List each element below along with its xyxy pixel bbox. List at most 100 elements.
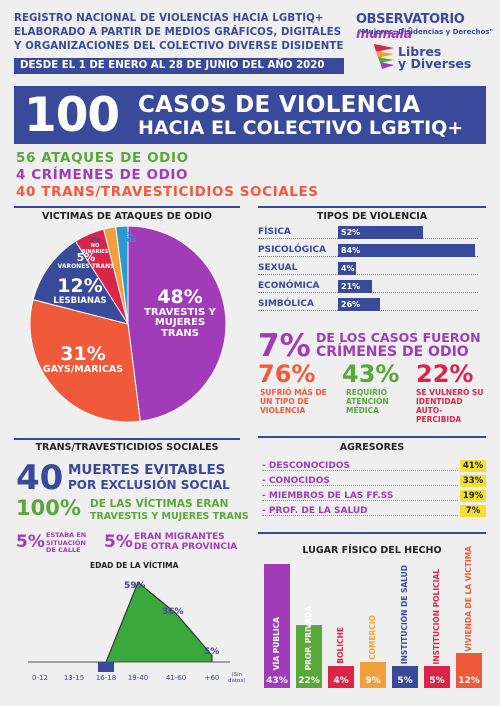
divider-victimas: [14, 206, 240, 208]
lugar-label: INSTITUCIÓN DE SALUD: [400, 564, 409, 664]
header-line-3: Y ORGANIZACIONES DEL COLECTIVO DIVERSE D…: [14, 41, 344, 52]
agresor-guide: [262, 515, 458, 516]
agresor-row: - MIEMBROS DE LAS FF.SS 19%: [258, 490, 486, 503]
edad-tick: 16-18: [95, 674, 117, 682]
lugar-bar-chart: 43% VÍA PÚBLICA 22% PROP. PRIVADA 4% BOLICHE 9…: [262, 546, 486, 688]
pie-slice-1: [29, 299, 141, 423]
date-range: DESDE EL 1 DE ENERO AL 28 DE JUNIO DEL A…: [14, 58, 344, 74]
pie-text-lesbianas: LESBIANAS: [53, 295, 107, 306]
edad-area: [105, 581, 213, 663]
trans-5a-text-3: DE CALLE: [46, 546, 81, 554]
stat-76-pct: 76%: [258, 360, 316, 388]
lugar-label: INSTITUCIÓN POLICIAL: [432, 568, 441, 664]
pie-label-lesbianas: 12% LESBIANAS: [50, 276, 110, 306]
edad-sin-datos: (Sin datos): [228, 672, 245, 684]
stat-43-text: REQUIRIÓ ATENCIÓN MÉDICA: [346, 388, 389, 415]
tipo-label: FÍSICA: [258, 227, 291, 237]
observatorio-subtitle: "Mujeres, Disidencias y Derechos": [358, 28, 494, 36]
edad-tick: +60: [204, 674, 220, 682]
tipo-row: ECONÓMICA 21%: [258, 280, 486, 294]
stat-22-text: SE VULNERÓ SU IDENTIDAD AUTO-PERCIBIDA: [416, 388, 484, 424]
trans-100-text-2: TRAVESTIS Y MUJERES TRANS: [90, 511, 249, 522]
trans-5b-pct: 5%: [104, 532, 133, 552]
edad-label-5: 5%: [204, 647, 220, 657]
agresores-title: AGRESORES: [339, 442, 405, 453]
trans-5b-text-1: ERAN MIGRANTES: [134, 532, 225, 542]
pie-pct-otres: 2%: [121, 231, 133, 239]
headline-line-1: CASOS DE VIOLENCIA: [138, 92, 421, 118]
victimas-pie-chart: [29, 225, 227, 423]
divider-trans: [14, 438, 240, 440]
headline-number: 100: [24, 88, 120, 143]
agresor-row: - DESCONOCIDOS 41%: [258, 460, 486, 473]
trans-100-pct: 100%: [16, 496, 81, 520]
agresor-label: - CONOCIDOS: [262, 476, 330, 486]
trans-5a-pct: 5%: [16, 532, 45, 552]
headline-banner: 100 CASOS DE VIOLENCIA HACIA EL COLECTIV…: [14, 86, 486, 144]
edad-tick: 19-40: [127, 674, 149, 682]
trans-40-text-2: POR EXCLUSIÓN SOCIAL: [68, 478, 230, 492]
tipo-bar: 84%: [338, 244, 475, 257]
tipo-bar: 4%: [338, 262, 356, 275]
libres-diverses-logo: Libres y Diverses: [398, 44, 472, 71]
pie-text-varones: VARONES TRANS: [57, 262, 115, 270]
edad-label-36: 36%: [162, 607, 184, 617]
tipo-guide: [258, 274, 478, 275]
stat-crimenes: 4 CRÍMENES DE ODIO: [16, 167, 189, 183]
agresor-value: 7%: [460, 505, 486, 517]
lugar-value: 12%: [456, 674, 482, 688]
pie-label-nobinaries: 2% NO BINARIES: [80, 236, 110, 255]
edad-title: EDAD DE LA VÍCTIMA: [90, 561, 179, 570]
libres-logo-icon: [372, 42, 396, 74]
edad-label-59: 59%: [124, 581, 146, 591]
trans-5b-text-2: DE OTRA PROVINCIA: [134, 542, 238, 552]
tipo-row: SIMBÓLICA 26%: [258, 298, 486, 312]
agresor-value: 33%: [460, 475, 486, 487]
lugar-label: BOLICHE: [336, 627, 345, 664]
agresor-guide: [262, 470, 458, 471]
trans-40-text-1: MUERTES EVITABLES: [68, 462, 226, 478]
agresor-row: - CONOCIDOS 33%: [258, 475, 486, 488]
stat-43-pct: 43%: [342, 360, 400, 388]
agresor-label: - DESCONOCIDOS: [262, 461, 350, 471]
pie-slice-5: [115, 225, 129, 325]
agresor-label: - MIEMBROS DE LAS FF.SS: [262, 491, 394, 501]
pie-text-nobinaries: NO BINARIES: [81, 243, 109, 255]
lugar-label: VÍA PÚBLICA: [272, 616, 281, 670]
agresor-guide: [262, 485, 458, 486]
edad-sin-1: (Sin: [231, 672, 243, 678]
agresor-value: 41%: [460, 460, 486, 472]
pie-slices: [29, 225, 227, 423]
divider-agresores: [258, 436, 486, 438]
stat-ataques: 56 ATAQUES DE ODIO: [16, 150, 189, 166]
lugar-label: COMERCIO: [368, 615, 377, 661]
pie-text-otres: OTRES: [117, 238, 137, 245]
libres-word: Libres: [398, 44, 442, 59]
header-line-1: REGISTRO NACIONAL DE VIOLENCIAS HACIA LG…: [14, 13, 324, 24]
lugar-value: 22%: [296, 674, 322, 688]
trans-title: TRANS/TRAVESTICIDIOS SOCIALES: [35, 442, 219, 453]
tipo-label: SIMBÓLICA: [258, 299, 314, 309]
agresor-label: - PROF. DE LA SALUD: [262, 506, 368, 516]
header-line-2: ELABORADO A PARTIR DE MEDIOS GRÁFICOS, D…: [14, 27, 342, 38]
trans-5a-text-1: ESTABA EN: [46, 531, 87, 539]
edad-tick: 41-60: [165, 674, 187, 682]
divider-tipos: [258, 206, 486, 208]
crimenes-text-2: CRÍMENES DE ODIO: [316, 344, 469, 360]
lugar-bar: [264, 564, 290, 688]
stat-travesticidios: 40 TRANS/TRAVESTICIDIOS SOCIALES: [16, 184, 319, 200]
pie-label-gays: 31% GAYS/MARICAS: [42, 344, 124, 375]
trans-100-text-1: DE LAS VÍCTIMAS ERAN: [90, 498, 229, 510]
lugar-value: 5%: [392, 674, 418, 688]
pie-text-travestis: TRAVESTIS Y MUJERES TRANS: [144, 306, 216, 339]
pie-pct-nobinaries: 2%: [89, 236, 101, 244]
trans-5a-text: ESTABA EN SITUACIÓN DE CALLE: [46, 531, 87, 555]
diverses-word: y Diverses: [398, 56, 472, 71]
victimas-title: VICTIMAS DE ATAQUES DE ODIO: [42, 211, 212, 222]
pie-label-varones: 5% VARONES TRANS: [56, 252, 116, 270]
tipo-label: PSICOLÓGICA: [258, 245, 327, 255]
tipo-label: ECONÓMICA: [258, 281, 320, 291]
trans-5b-text: ERAN MIGRANTES DE OTRA PROVINCIA: [134, 532, 237, 552]
observatorio-word: OBSERVATORIO: [356, 12, 465, 27]
agresor-guide: [262, 500, 458, 501]
